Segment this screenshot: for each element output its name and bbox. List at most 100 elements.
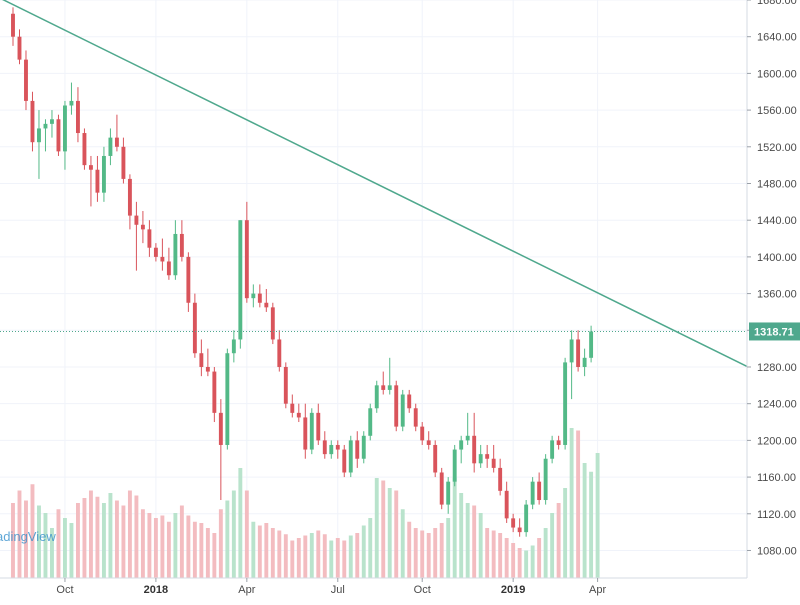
time-tick-label: 2018 [144, 584, 168, 596]
candle-body [270, 307, 275, 340]
volume-bar [485, 528, 490, 578]
volume-bar [199, 523, 204, 578]
volume-bar [121, 505, 126, 578]
volume-bar [387, 488, 392, 578]
candle-body [446, 481, 451, 505]
candle-body [309, 412, 314, 450]
candle-body [459, 440, 464, 450]
volume-bar [11, 503, 15, 578]
trend-line[interactable] [0, 0, 748, 368]
time-tick-label: Apr [589, 584, 606, 596]
candle-body [101, 155, 106, 193]
candle-body [491, 458, 496, 468]
price-tick-label: 1400.00 [757, 252, 797, 264]
volume-bar [17, 490, 22, 578]
volume-bar [433, 528, 438, 578]
candle-body [69, 100, 74, 106]
candle-body [420, 426, 425, 441]
candle-body [407, 394, 412, 409]
time-axis[interactable]: Oct 2018 Apr Jul Oct 2019 Apr [56, 578, 606, 596]
volume-bar [556, 503, 561, 578]
volume-bar [56, 509, 61, 578]
candle-body [179, 233, 184, 257]
price-axis[interactable]: 1080.00 1120.00 1160.00 1200.00 1240.00 1280.… [747, 0, 797, 557]
time-tick-label: Oct [414, 584, 431, 596]
volume-bar [82, 498, 87, 578]
volume-bar [63, 518, 67, 578]
time-tick-label: Oct [56, 584, 73, 596]
volume-bar [186, 515, 191, 578]
candle-body [82, 133, 87, 166]
candle-body [465, 435, 470, 441]
volume-bar [147, 513, 152, 578]
candle-body [212, 371, 217, 413]
candle-body [95, 169, 100, 193]
candle-body [153, 247, 158, 257]
candle-body [277, 339, 282, 367]
volume-bar [140, 509, 145, 578]
volume-bar [355, 533, 360, 578]
candle-body [485, 454, 490, 459]
volume-bar [88, 490, 93, 578]
candle-body [478, 454, 483, 464]
volume-bar [114, 500, 119, 578]
candles [11, 7, 594, 537]
candle-body [550, 440, 555, 459]
volume-bar [24, 500, 28, 578]
candle-body [355, 440, 360, 459]
candle-body [30, 100, 35, 143]
volume-bar [595, 453, 600, 578]
candle-body [173, 233, 178, 276]
volume-bar [238, 468, 243, 578]
candle-body [504, 490, 509, 519]
volume-bar [101, 503, 106, 578]
volume-bar [257, 525, 262, 578]
candle-body [335, 444, 340, 450]
volume-bar [50, 528, 54, 578]
volume-bar [511, 543, 516, 578]
candle-body [472, 435, 477, 464]
candle-body [238, 220, 243, 340]
candle-body [498, 467, 503, 491]
volume-bar [478, 513, 483, 578]
volume-bar [537, 538, 542, 578]
volume-bar [329, 540, 334, 578]
volume-bar [335, 538, 340, 578]
price-tick-label: 1160.00 [757, 472, 796, 484]
candle-body [452, 449, 457, 482]
volume-bar [153, 518, 158, 578]
candle-body [433, 444, 438, 473]
volume-bar [244, 490, 249, 578]
candle-body [264, 302, 269, 308]
price-tick-label: 1600.00 [757, 68, 797, 80]
candle-body [316, 412, 321, 441]
candle-body [251, 293, 256, 299]
volume-bar [420, 530, 425, 578]
candle-body [11, 13, 15, 37]
volume-bar [342, 540, 347, 578]
volume-bar [589, 471, 594, 578]
volume-bar [439, 523, 444, 578]
volume-bar [498, 533, 503, 578]
candle-body [589, 331, 594, 358]
candle-body [530, 481, 535, 505]
price-tick-label: 1680.00 [757, 0, 797, 7]
volume-bar [400, 509, 405, 578]
time-tick-label: Jul [331, 584, 345, 596]
volume-bar [192, 521, 197, 578]
candle-body [63, 105, 67, 152]
candle-body [283, 366, 288, 404]
volume-bar [43, 513, 48, 578]
candle-body [517, 527, 522, 533]
candle-body [199, 353, 204, 367]
price-tick-label: 1080.00 [757, 545, 797, 557]
volume-bar [205, 528, 210, 578]
candle-body [121, 146, 126, 179]
candle-body [160, 256, 165, 262]
volume-bar [582, 463, 587, 578]
volume-bar [413, 528, 418, 578]
volume-bar [270, 528, 275, 578]
candle-body [24, 59, 28, 101]
